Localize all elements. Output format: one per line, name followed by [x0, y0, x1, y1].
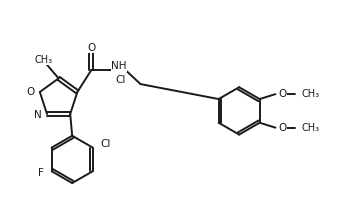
- Text: Cl: Cl: [115, 75, 126, 85]
- Text: O: O: [278, 123, 287, 133]
- Text: F: F: [38, 168, 44, 178]
- Text: O: O: [87, 43, 95, 53]
- Text: NH: NH: [111, 61, 127, 71]
- Text: CH₃: CH₃: [301, 89, 319, 99]
- Text: CH₃: CH₃: [301, 123, 319, 133]
- Text: O: O: [27, 87, 35, 97]
- Text: O: O: [278, 89, 287, 99]
- Text: N: N: [34, 110, 42, 120]
- Text: CH₃: CH₃: [35, 55, 53, 65]
- Text: Cl: Cl: [101, 139, 111, 149]
